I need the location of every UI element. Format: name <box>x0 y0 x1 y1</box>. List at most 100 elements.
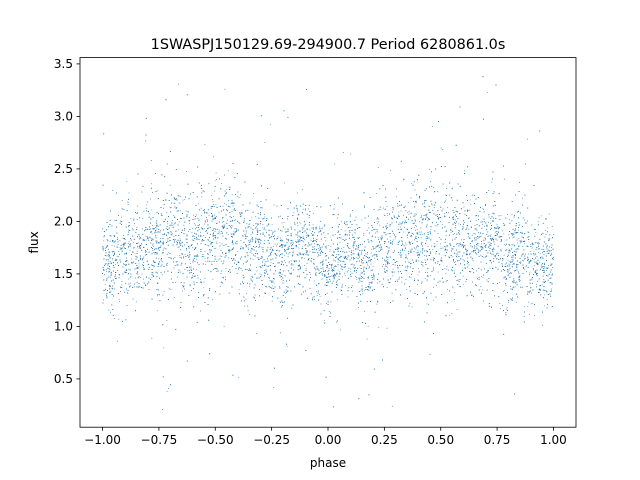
data-point <box>288 262 290 264</box>
data-point <box>262 227 264 229</box>
data-point <box>152 249 154 251</box>
data-point <box>350 153 352 155</box>
data-point <box>252 281 254 283</box>
data-point <box>119 249 121 251</box>
data-point <box>130 275 132 277</box>
data-point <box>548 213 550 215</box>
data-point <box>192 228 194 230</box>
data-point <box>151 239 153 240</box>
data-point <box>410 251 412 253</box>
data-point <box>145 239 147 241</box>
data-point <box>398 211 400 213</box>
data-point <box>533 250 535 252</box>
data-point <box>190 262 192 264</box>
data-point <box>540 257 542 259</box>
data-point <box>418 260 419 262</box>
data-point <box>152 224 153 226</box>
data-point <box>373 247 375 249</box>
data-point <box>138 266 140 268</box>
data-point <box>504 290 506 292</box>
data-point <box>523 219 525 221</box>
data-point <box>445 235 447 237</box>
data-point <box>536 284 538 286</box>
data-point <box>373 246 375 248</box>
data-point <box>337 261 339 263</box>
data-point <box>405 210 407 211</box>
data-point <box>302 235 304 237</box>
data-point <box>530 282 532 284</box>
data-point <box>371 275 373 277</box>
data-point <box>279 273 281 274</box>
data-point <box>488 190 490 191</box>
data-point <box>156 228 158 230</box>
data-point <box>466 257 468 259</box>
data-point <box>251 252 253 254</box>
data-point <box>534 229 536 231</box>
data-point <box>109 276 111 278</box>
data-point <box>366 230 368 232</box>
data-point <box>329 250 331 252</box>
data-point <box>322 259 324 261</box>
data-point <box>362 293 364 295</box>
data-point <box>404 270 406 272</box>
data-point <box>549 251 551 253</box>
data-point <box>128 244 130 246</box>
data-point <box>363 233 365 235</box>
data-point <box>543 294 545 296</box>
data-point <box>164 232 165 234</box>
data-point <box>368 283 370 285</box>
data-point <box>547 264 549 266</box>
data-point <box>330 301 332 303</box>
data-point <box>233 227 235 229</box>
data-point <box>386 256 388 258</box>
data-point <box>377 209 379 211</box>
data-point <box>110 311 111 313</box>
data-point <box>172 219 173 221</box>
data-point <box>252 240 254 242</box>
data-point <box>341 287 343 289</box>
data-point <box>403 245 405 247</box>
data-point <box>480 254 482 256</box>
data-point <box>413 233 415 235</box>
data-point <box>347 224 349 226</box>
data-point <box>108 262 110 264</box>
data-point <box>182 290 184 292</box>
data-point <box>160 245 162 247</box>
data-point <box>370 252 372 254</box>
data-point <box>368 267 370 269</box>
data-point <box>457 279 459 281</box>
data-point <box>411 182 413 184</box>
data-point <box>375 251 377 252</box>
data-point <box>104 248 106 250</box>
data-point <box>288 260 290 262</box>
data-point <box>336 298 338 300</box>
data-point <box>491 181 493 183</box>
data-point <box>464 222 466 224</box>
data-point <box>284 246 286 247</box>
data-point <box>415 229 416 231</box>
data-point <box>511 214 513 216</box>
data-point <box>391 292 393 294</box>
data-point <box>310 244 312 246</box>
data-point <box>446 266 448 267</box>
data-point <box>148 289 150 290</box>
data-point <box>387 238 389 240</box>
data-point <box>273 204 275 206</box>
data-point <box>168 240 170 242</box>
data-point <box>421 244 422 246</box>
data-point <box>124 292 126 293</box>
data-point <box>114 245 116 247</box>
data-point <box>111 244 113 246</box>
data-point <box>350 268 352 270</box>
data-point <box>454 270 456 272</box>
data-point <box>154 232 156 234</box>
data-point <box>540 267 542 269</box>
data-point <box>331 254 333 256</box>
data-point <box>287 253 289 255</box>
data-point <box>327 276 329 278</box>
data-point <box>521 240 523 242</box>
data-point <box>212 204 214 206</box>
data-point <box>385 226 387 228</box>
data-point <box>128 247 130 249</box>
